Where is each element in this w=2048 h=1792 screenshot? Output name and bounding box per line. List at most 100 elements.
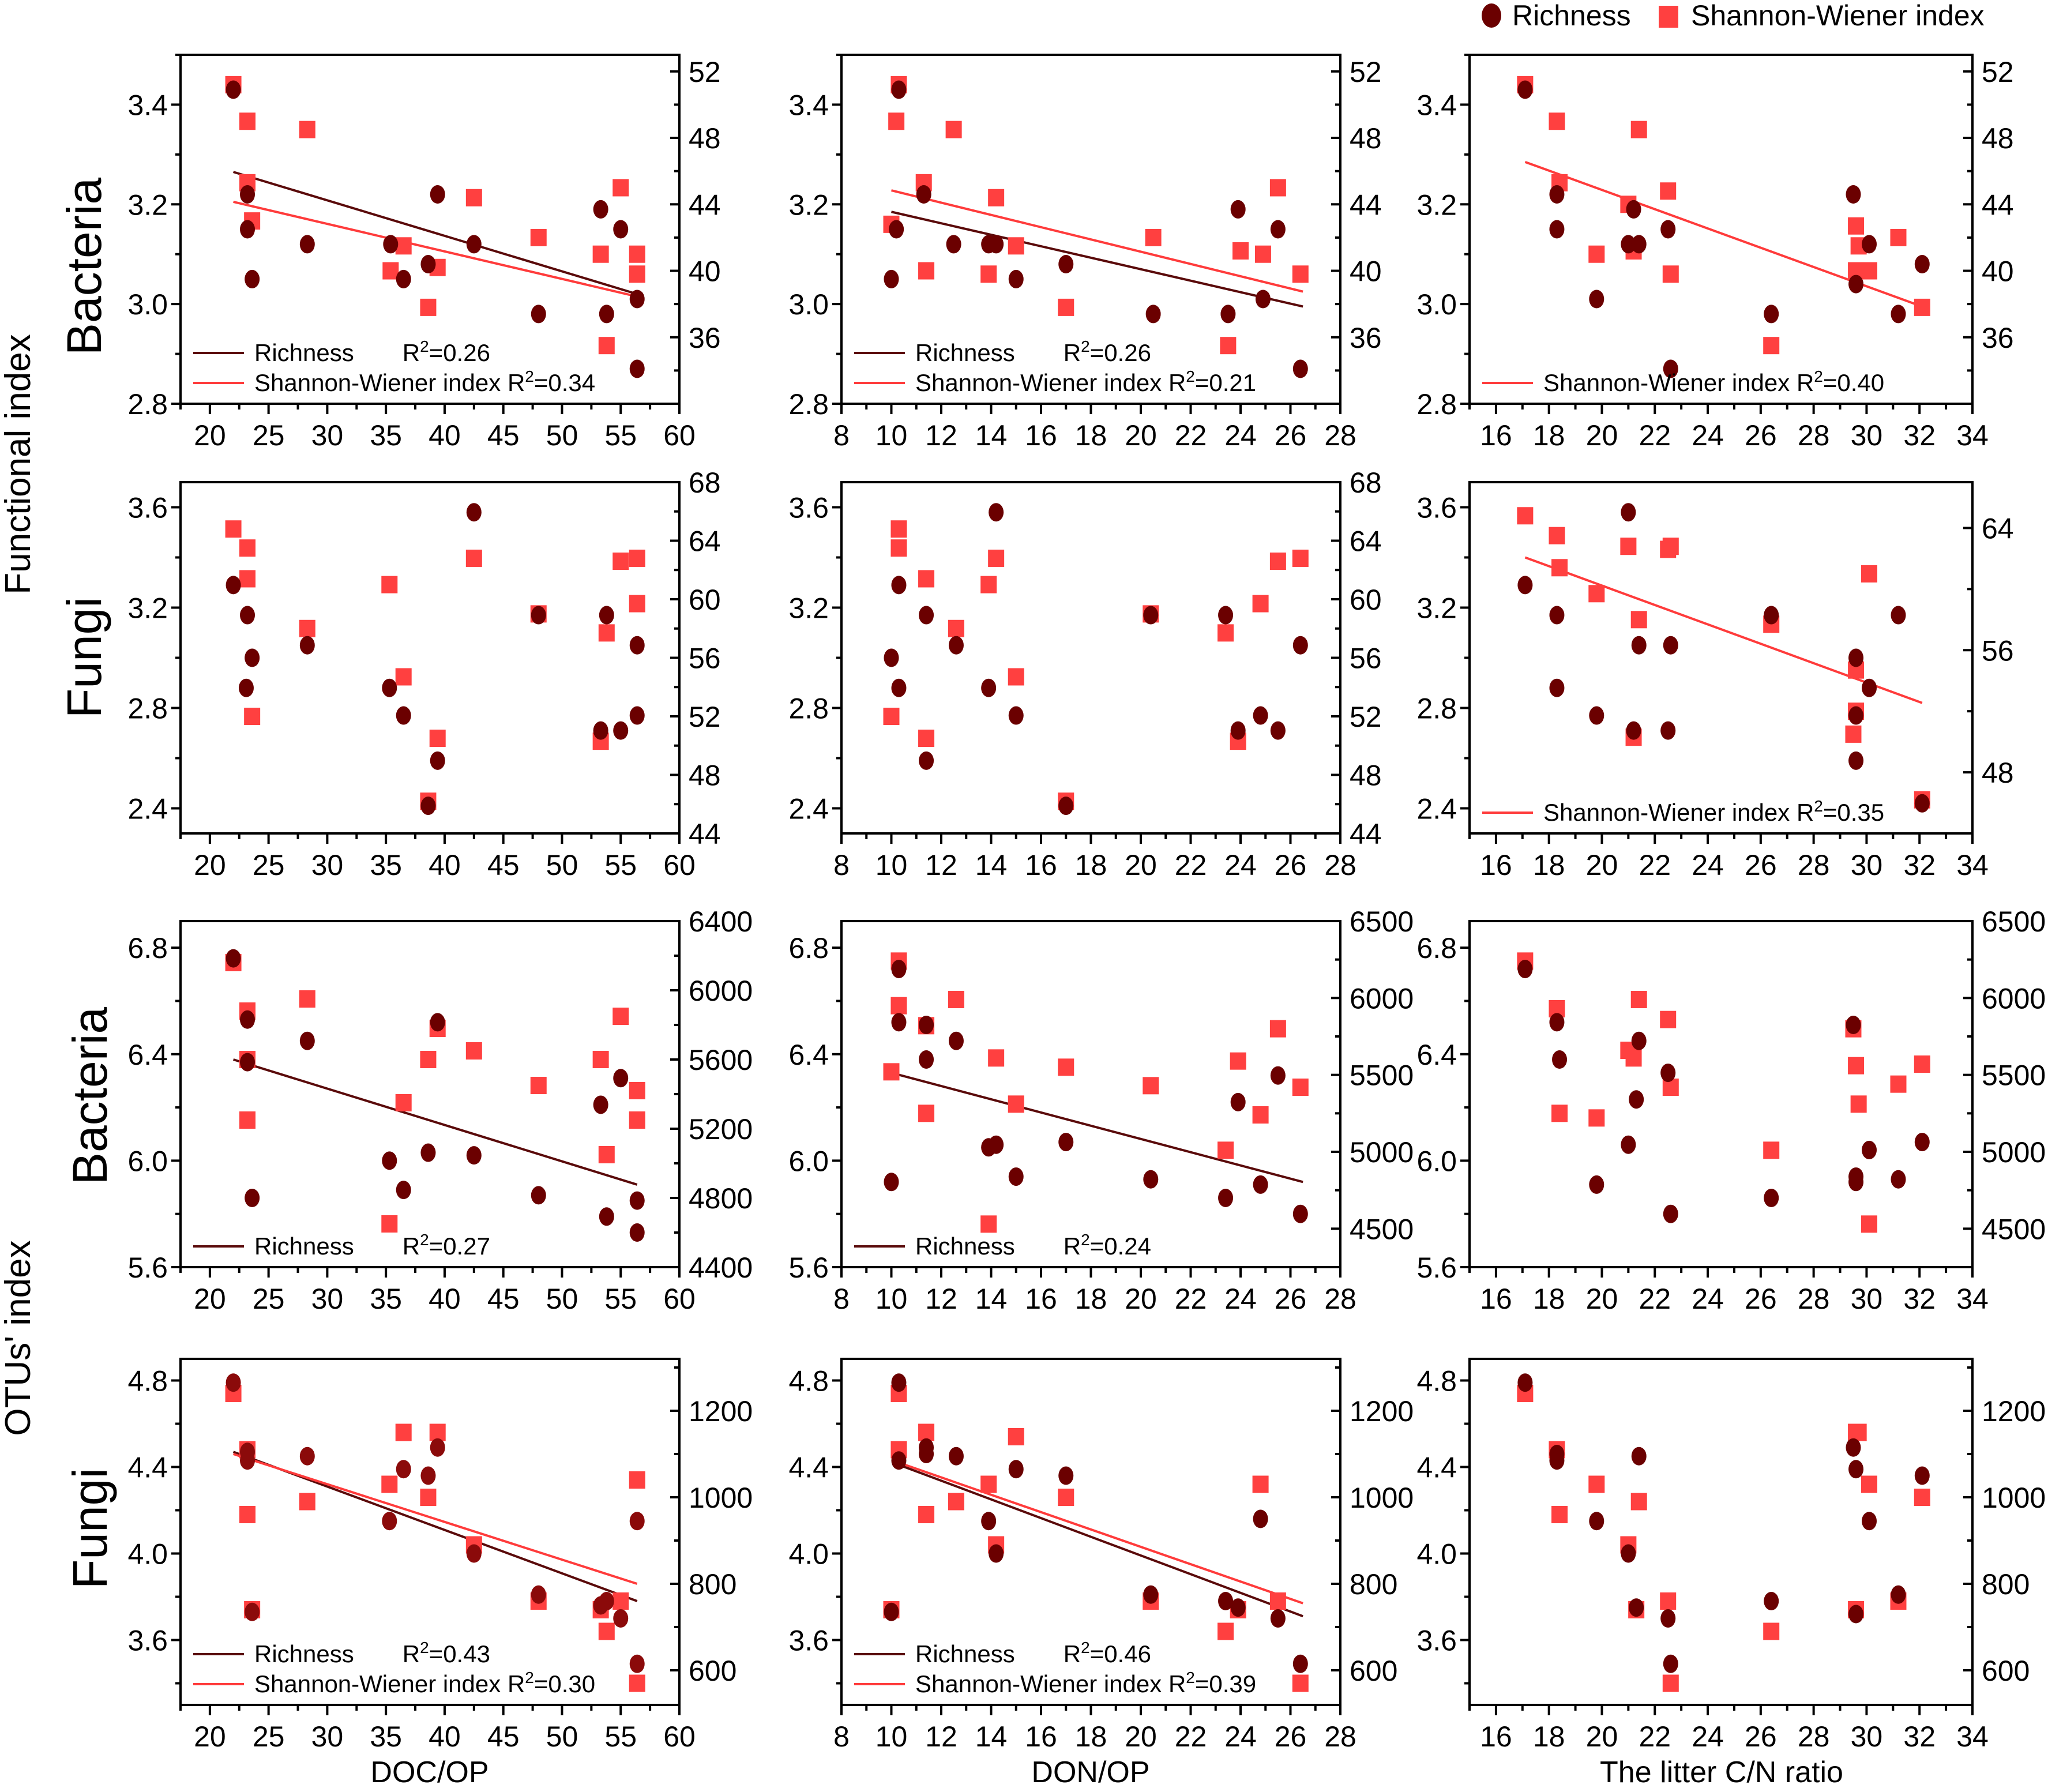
richness-point: [916, 185, 931, 204]
shannon-point: [1662, 538, 1679, 555]
shannon-point: [239, 570, 256, 588]
richness-point: [1292, 636, 1308, 655]
shannon-fit-line: [898, 1462, 1303, 1605]
richness-point: [1517, 80, 1533, 99]
richness-point: [919, 1050, 934, 1069]
richness-point: [884, 269, 899, 288]
legend-label-shannon: Shannon-Wiener index R2=0.30: [254, 1669, 595, 1697]
x-tick-label: 12: [925, 1720, 957, 1753]
shannon-point: [980, 576, 997, 593]
richness-point: [891, 678, 907, 697]
x-tick-label: 55: [604, 1283, 637, 1315]
y2-tick-label: 68: [689, 467, 721, 499]
x-tick-label: 60: [663, 1283, 696, 1315]
richness-point: [1660, 1609, 1676, 1628]
x-tick-label: 12: [925, 849, 957, 881]
shannon-point: [1660, 1592, 1677, 1610]
richness-fit-line: [891, 211, 1303, 308]
richness-point: [382, 678, 397, 697]
y2-tick-label: 48: [1350, 760, 1382, 792]
richness-point: [1663, 1204, 1678, 1223]
richness-point: [382, 1512, 397, 1531]
shannon-point: [1763, 1141, 1780, 1159]
shannon-point: [945, 121, 962, 138]
legend-label-richness: Richness R2=0.26: [254, 337, 490, 366]
shannon-point: [629, 245, 645, 263]
richness-point: [1058, 797, 1074, 816]
richness-point: [1660, 1064, 1676, 1083]
y2-tick-label: 44: [1982, 189, 2014, 221]
richness-point: [466, 235, 482, 254]
x-tick-label: 30: [311, 1720, 344, 1753]
y2-tick-label: 64: [1982, 512, 2014, 544]
shannon-point: [1217, 1622, 1234, 1640]
y-tick-label: 3.2: [788, 189, 829, 221]
x-axis-title: DOC/OP: [370, 1756, 488, 1789]
richness-point: [629, 636, 645, 655]
x-tick-label: 20: [194, 419, 226, 452]
panel-func-fungi-cn: 16 18 20 22 24 26 28 30 32 34 2.4 2.8 3.2 3.6 48 56 64 Sh…: [1416, 481, 2014, 881]
richness-point: [629, 706, 645, 725]
shannon-point: [239, 1506, 256, 1523]
richness-point: [1848, 1460, 1864, 1479]
y-tick-label: 5.6: [127, 1252, 168, 1284]
richness-point: [891, 1373, 907, 1392]
x-tick-label: 28: [1798, 1720, 1830, 1753]
richness-point: [948, 636, 964, 655]
y-tick-label: 4.8: [127, 1365, 168, 1397]
shannon-point: [239, 1111, 256, 1129]
shannon-point: [1914, 1055, 1930, 1073]
shannon-point: [890, 520, 907, 538]
richness-point: [1143, 606, 1159, 625]
richness-point: [889, 220, 904, 239]
y-tick-label: 4.4: [127, 1452, 168, 1484]
y-tick-label: 4.4: [788, 1452, 829, 1484]
richness-point: [599, 1207, 614, 1226]
y2-tick-label: 44: [1350, 818, 1382, 850]
x-tick-label: 60: [663, 1720, 696, 1753]
shannon-point: [592, 245, 609, 263]
richness-point: [1862, 678, 1877, 697]
richness-point: [1660, 220, 1676, 239]
shannon-point: [395, 1423, 412, 1441]
legend-label-richness: Richness R2=0.24: [915, 1231, 1151, 1260]
y-tick-label: 6.0: [1416, 1145, 1457, 1177]
richness-point: [396, 1181, 411, 1200]
richness-point: [1891, 305, 1906, 324]
richness-point: [1549, 606, 1565, 625]
y2-tick-label: 600: [689, 1655, 736, 1687]
shannon-point: [420, 1489, 437, 1506]
richness-point: [1549, 1013, 1565, 1032]
richness-point: [629, 359, 645, 378]
group-label-otus: OTUs' index: [0, 1240, 38, 1436]
richness-point: [948, 1031, 964, 1050]
shannon-point: [1848, 217, 1865, 235]
shannon-point: [1551, 559, 1568, 577]
shannon-point: [980, 1475, 997, 1493]
x-tick-label: 14: [975, 1720, 1008, 1753]
y2-tick-label: 4500: [1982, 1213, 2046, 1245]
richness-point: [1621, 1135, 1636, 1154]
shannon-point: [988, 189, 1005, 206]
richness-point: [1253, 1175, 1268, 1194]
shannon-point: [420, 1051, 437, 1068]
richness-point: [1846, 1438, 1861, 1457]
y-tick-label: 3.6: [127, 1625, 168, 1657]
y-tick-label: 3.6: [127, 492, 168, 524]
richness-point: [430, 185, 445, 204]
shannon-fit-line: [233, 201, 638, 298]
shannon-point: [1269, 1020, 1286, 1038]
shannon-point: [1217, 1141, 1234, 1159]
shannon-point: [1008, 668, 1024, 686]
y-tick-label: 5.6: [1416, 1252, 1457, 1284]
richness-point: [919, 606, 934, 625]
richness-point: [1230, 1598, 1246, 1617]
richness-point: [989, 235, 1004, 254]
richness-point: [1764, 606, 1779, 625]
y-tick-label: 3.6: [788, 1625, 829, 1657]
richness-point: [1631, 1447, 1647, 1466]
shannon-point: [918, 262, 935, 280]
richness-point: [884, 1173, 899, 1192]
shannon-fit-line: [891, 189, 1303, 293]
